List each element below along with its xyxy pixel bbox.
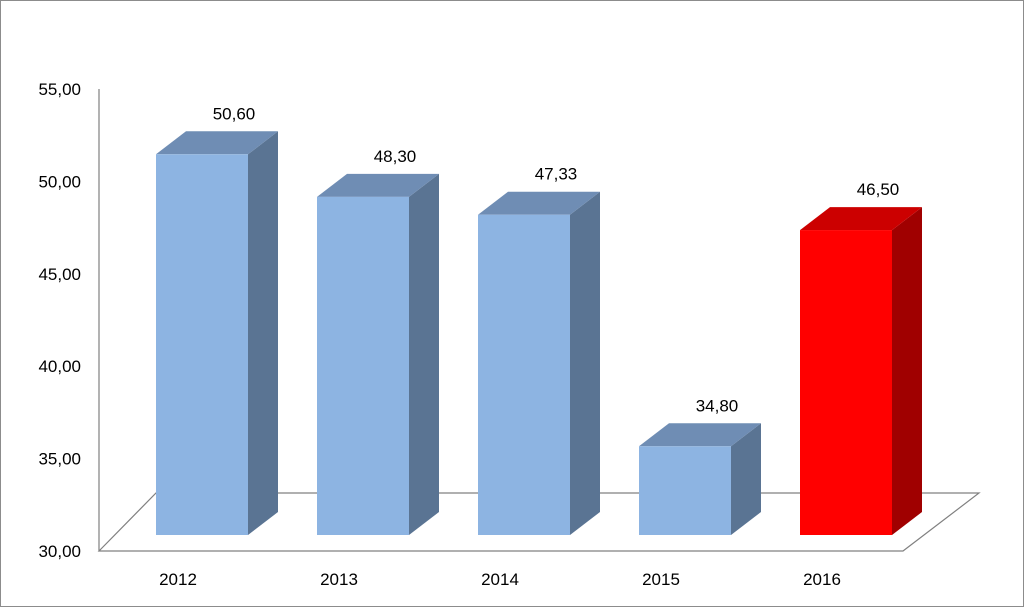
bar-side-face — [248, 131, 278, 535]
bar-front-face — [478, 214, 570, 536]
data-label: 34,80 — [696, 396, 739, 415]
category-label: 2016 — [803, 570, 841, 589]
y-tick-label: 30,00 — [38, 542, 81, 561]
bar-side-face — [731, 423, 761, 535]
data-label: 47,33 — [535, 165, 578, 184]
category-label: 2012 — [159, 570, 197, 589]
category-label: 2014 — [481, 570, 519, 589]
y-tick-label: 40,00 — [38, 357, 81, 376]
category-label: 2013 — [320, 570, 358, 589]
bar-top-face — [639, 423, 761, 447]
bar-side-face — [570, 191, 600, 536]
bar-front-face — [156, 154, 248, 535]
bar-side-face — [409, 173, 439, 536]
bars — [156, 131, 922, 536]
bar-front-face — [800, 230, 892, 535]
bar-top-face — [800, 207, 922, 231]
chart-floor — [97, 492, 981, 552]
bar-top-face — [478, 191, 600, 215]
category-labels: 2012 2013 2014 2015 2016 — [159, 570, 841, 589]
y-tick-label: 45,00 — [38, 265, 81, 284]
bar-front-face — [639, 446, 731, 535]
bar-2014 — [478, 191, 600, 536]
data-label: 50,60 — [213, 104, 256, 123]
bar-side-face — [892, 207, 922, 535]
category-label: 2015 — [642, 570, 680, 589]
y-tick-label: 50,00 — [38, 172, 81, 191]
y-tick-labels: 30,00 35,00 40,00 45,00 50,00 55,00 — [38, 80, 81, 561]
bar-2013 — [317, 173, 439, 536]
bar-2012 — [156, 131, 278, 535]
data-label: 46,50 — [857, 180, 900, 199]
data-labels: 50,60 48,30 47,33 34,80 46,50 — [213, 104, 900, 415]
bar-2016 — [800, 207, 922, 535]
data-label: 48,30 — [374, 147, 417, 166]
bar-front-face — [317, 196, 409, 536]
y-tick-label: 35,00 — [38, 450, 81, 469]
bar-top-face — [317, 173, 439, 197]
bar-2015 — [639, 423, 761, 535]
chart-axes — [97, 89, 981, 552]
bar-top-face — [156, 131, 278, 155]
y-tick-label: 55,00 — [38, 80, 81, 99]
